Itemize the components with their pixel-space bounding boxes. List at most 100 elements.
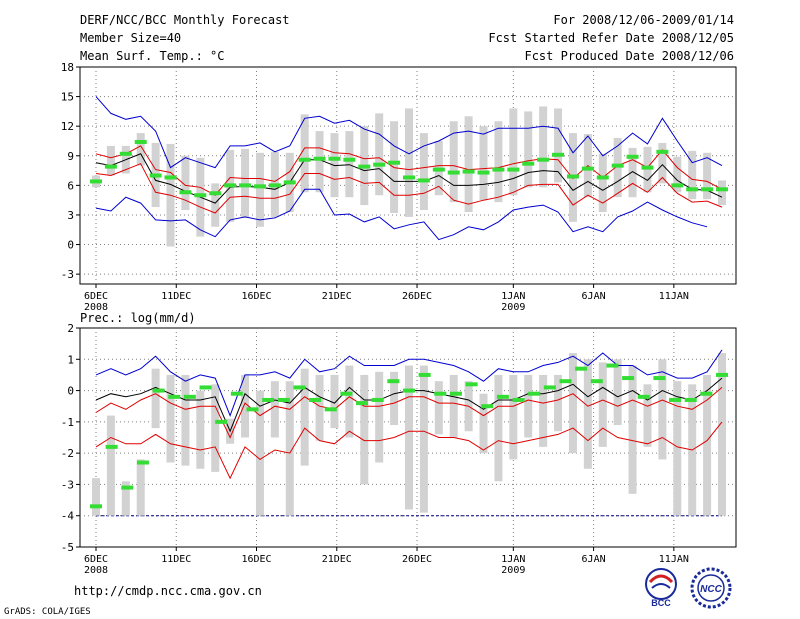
temp-min-line [95, 188, 708, 241]
prec-spread-bar [494, 374, 503, 482]
temp-spread-bar [479, 126, 488, 201]
prec-xtick-label: 6JAN [582, 554, 606, 565]
prec-q-upper-line [95, 387, 723, 439]
prec-observed-mark [136, 460, 149, 465]
temp-spread-bar [315, 131, 324, 193]
prec-ytick-label: -5 [61, 541, 74, 554]
temp-observed-mark [492, 167, 505, 172]
source-url[interactable]: http://cmdp.ncc.cma.gov.cn [74, 584, 262, 598]
prec-spread-bar [136, 459, 145, 516]
temp-xtick-label: 16DEC [241, 291, 271, 302]
temp-panel [76, 66, 737, 288]
prec-observed-mark [356, 401, 369, 406]
prec-spread-bar [524, 374, 533, 438]
temp-observed-mark [477, 170, 490, 175]
prec-xtick-label: 11DEC [161, 554, 191, 565]
temp-spread-bar [688, 150, 697, 200]
prec-spread-bar [360, 374, 369, 485]
temp-ytick-label: 9 [67, 150, 74, 163]
bcc-logo: BCC [645, 568, 677, 608]
temp-spread-bar [449, 121, 458, 203]
temp-ytick-label: 15 [61, 91, 74, 104]
prec-observed-mark [716, 372, 728, 377]
temp-observed-mark [134, 139, 147, 144]
prec-ytick-label: 1 [67, 353, 74, 366]
temp-spread-bar [419, 133, 428, 211]
prec-ytick-label: -3 [61, 478, 74, 491]
temp-xtick-label: 6JAN [582, 291, 606, 302]
prec-spread-bar [315, 374, 324, 441]
prec-spread-bar [449, 374, 458, 438]
prec-spread-bar [196, 390, 205, 469]
prec-spread-bar [703, 374, 712, 516]
prec-observed-mark [528, 391, 541, 396]
prec-ytick-label: -2 [61, 447, 74, 460]
temp-observed-mark [581, 166, 594, 171]
prec-spread-bar [434, 381, 443, 435]
temp-spread-bar [703, 152, 712, 200]
prec-xtick-label: 16DEC [241, 554, 271, 565]
prec-ytick-label: 0 [67, 385, 74, 398]
prec-spread-bar [658, 359, 667, 460]
prec-ytick-label: -4 [61, 510, 75, 523]
temp-observed-mark [656, 149, 669, 154]
prec-spread-bar [300, 368, 309, 466]
temp-observed-mark [417, 178, 430, 183]
prec-observed-mark [481, 404, 494, 409]
prec-xtick-year: 2008 [84, 565, 108, 576]
temp-observed-mark [641, 165, 654, 170]
temp-observed-mark [298, 157, 311, 162]
temp-observed-mark [164, 175, 177, 180]
temp-observed-mark [209, 191, 222, 196]
temp-observed-mark [90, 179, 102, 184]
variable-label: Mean Surf. Temp.: °C [80, 49, 225, 63]
prec-observed-mark [246, 407, 259, 412]
prec-observed-mark [669, 397, 682, 402]
temp-xtick-label: 1JAN [501, 291, 525, 302]
prec-observed-mark [262, 397, 275, 402]
prec-observed-mark [434, 391, 447, 396]
temp-spread-bar [598, 153, 607, 212]
prec-spread-bar [121, 481, 130, 516]
ncc-logo: NCC [690, 567, 732, 609]
temp-ytick-label: 12 [61, 120, 74, 133]
prec-spread-bar [270, 381, 279, 438]
prec-ytick-label: -1 [61, 416, 74, 429]
chart-title: DERF/NCC/BCC Monthly Forecast [80, 13, 290, 27]
prec-observed-mark [622, 376, 635, 381]
temp-xtick-label: 21DEC [322, 291, 352, 302]
temp-observed-mark [313, 156, 326, 161]
prec-observed-mark [277, 397, 290, 402]
member-size-label: Member Size=40 [80, 31, 182, 45]
temp-observed-mark [596, 175, 609, 180]
prec-spread-bar [375, 371, 384, 463]
temp-frame [79, 66, 737, 285]
temp-observed-mark [119, 151, 132, 156]
prec-observed-mark [449, 391, 462, 396]
prec-panel [76, 327, 737, 551]
temp-ytick-label: 6 [67, 179, 74, 192]
temp-spread-bar [494, 121, 503, 203]
prec-spread-bar [241, 374, 250, 438]
temp-observed-mark [224, 183, 237, 188]
temp-xtick-label: 6DEC [84, 291, 108, 302]
started-date-label: Fcst Started Refer Date 2008/12/05 [488, 31, 734, 45]
temp-observed-mark [447, 170, 460, 175]
temp-xtick-year: 2009 [501, 302, 525, 313]
grads-credit: GrADS: COLA/IGES [4, 607, 91, 617]
temp-spread-bar [524, 111, 533, 188]
prec-xtick-label: 26DEC [402, 554, 432, 565]
temp-observed-mark [268, 183, 281, 188]
prec-observed-mark [637, 394, 650, 399]
prec-observed-mark [309, 397, 322, 402]
ncc-logo-text: NCC [700, 584, 722, 595]
prec-observed-mark [465, 382, 478, 387]
prec-spread-bar [106, 415, 115, 516]
prec-xtick-label: 11JAN [659, 554, 689, 565]
prec-observed-mark [215, 419, 228, 424]
temp-observed-mark [686, 187, 699, 192]
temp-spread-bar [658, 142, 667, 184]
temp-observed-mark [403, 175, 415, 180]
temp-observed-mark [358, 164, 371, 169]
temp-observed-mark [373, 162, 386, 167]
